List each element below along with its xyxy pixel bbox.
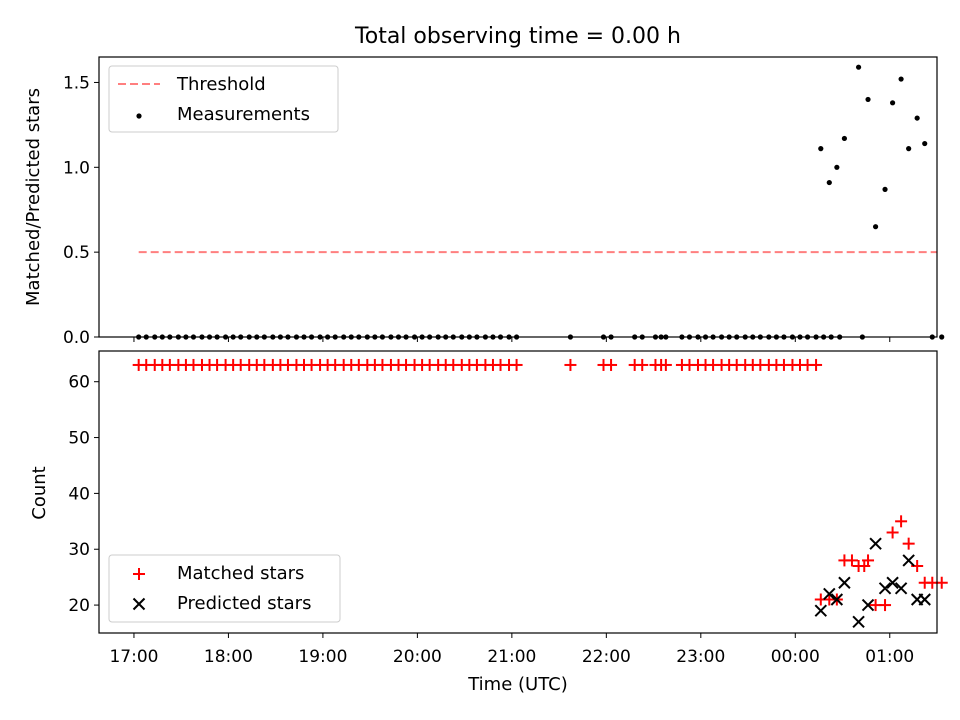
legend-predicted-swatch <box>132 597 146 611</box>
measurement-point <box>889 100 896 106</box>
matched-star-point <box>895 515 908 528</box>
matched-star-point <box>636 358 649 371</box>
y-tick-label: 30 <box>68 540 90 560</box>
matched-star-point <box>886 526 899 539</box>
predicted-star-point <box>918 593 931 606</box>
legend-matched-swatch <box>133 568 145 580</box>
measurement-point <box>922 140 928 147</box>
top-y-axis-label: Matched/Predicted stars <box>23 88 44 306</box>
matched-star-point <box>510 358 523 371</box>
bottom-plot-marks <box>132 358 948 629</box>
marker-stroke <box>878 582 892 595</box>
x-tick-label: 17:00 <box>109 647 158 667</box>
x-axis: 17:00 18:00 19:00 20:00 21:00 22:00 23:00 00:00… <box>109 633 914 667</box>
legend-measurement-label: Measurements <box>177 104 310 125</box>
top-panel: 0.0 0.5 1.0 1.5 Matched/Predicted stars Thr… <box>23 56 945 348</box>
x-tick-label: 22:00 <box>582 647 631 667</box>
predicted-star-point <box>823 587 836 601</box>
predicted-star-point <box>830 593 844 606</box>
y-tick-label: 0.5 <box>63 243 90 263</box>
predicted-star-point <box>878 582 892 595</box>
marker-stroke <box>814 604 828 617</box>
measurement-point <box>898 76 904 82</box>
matched-star-point <box>810 358 823 371</box>
y-tick-label: 50 <box>68 429 90 449</box>
top-legend: Threshold Measurements <box>108 65 339 133</box>
matched-star-point <box>935 576 948 589</box>
legend-box <box>108 554 341 623</box>
marker-stroke <box>852 615 865 629</box>
x-axis-label: Time (UTC) <box>467 674 568 695</box>
predicted-star-point <box>814 604 828 617</box>
y-tick-label: 20 <box>68 596 90 616</box>
x-tick-label: 00:00 <box>771 647 820 667</box>
bottom-y-axis-label: Count <box>29 466 50 519</box>
y-tick-label: 0.0 <box>63 328 90 348</box>
marker-stroke <box>886 576 899 589</box>
measurement-point <box>906 146 912 152</box>
predicted-star-point <box>886 576 899 589</box>
x-tick-label: 20:00 <box>393 647 442 667</box>
matched-star-point <box>862 554 875 567</box>
bottom-y-axis: 20 30 40 50 60 <box>68 373 99 616</box>
marker-stroke <box>869 537 882 550</box>
legend-measurement-swatch <box>136 113 142 119</box>
measurement-point <box>872 224 879 230</box>
marker-stroke <box>861 598 875 612</box>
x-tick-label: 19:00 <box>298 647 347 667</box>
x-tick-label: 21:00 <box>487 647 536 667</box>
measurement-point <box>914 115 920 121</box>
legend-matched-label: Matched stars <box>177 563 304 584</box>
matched-star-point <box>659 358 672 371</box>
measurement-point <box>855 64 862 70</box>
marker-stroke <box>830 593 844 606</box>
measurement-point <box>939 334 945 340</box>
matched-star-point <box>845 554 858 567</box>
predicted-star-point <box>852 615 865 629</box>
matched-star-point <box>605 358 618 371</box>
y-tick-label: 1.5 <box>63 73 90 93</box>
predicted-star-point <box>838 576 851 589</box>
legend-predicted-label: Predicted stars <box>177 593 311 614</box>
legend-box <box>108 65 339 133</box>
predicted-star-point <box>894 582 908 595</box>
legend-threshold-label: Threshold <box>176 74 266 95</box>
marker-stroke <box>902 554 915 567</box>
x-tick-label: 01:00 <box>865 647 914 667</box>
measurement-point <box>882 186 888 192</box>
x-tick-label: 23:00 <box>676 647 725 667</box>
matched-star-point <box>564 358 577 371</box>
predicted-star-point <box>902 554 915 567</box>
measurement-point <box>834 164 840 170</box>
measurement-point <box>818 146 824 152</box>
top-y-axis: 0.0 0.5 1.0 1.5 <box>63 73 891 348</box>
marker-stroke <box>823 587 836 601</box>
measurement-point <box>865 96 871 103</box>
matched-star-point <box>879 599 892 612</box>
predicted-star-point <box>861 598 875 612</box>
predicted-star-point <box>869 537 882 550</box>
top-axes-frame <box>98 56 938 338</box>
x-tick-label: 18:00 <box>204 647 253 667</box>
matched-star-point <box>902 537 915 550</box>
bottom-panel: 20 30 40 50 60 17:00 18:00 19:00 20:00 21:00 22:0… <box>29 350 948 695</box>
bottom-legend: Matched stars Predicted stars <box>108 554 341 623</box>
y-tick-label: 1.0 <box>63 158 90 178</box>
bottom-axes-frame <box>98 350 938 634</box>
marker-stroke <box>132 597 146 611</box>
marker-stroke <box>918 593 931 606</box>
y-tick-label: 60 <box>68 373 90 393</box>
marker-stroke <box>894 582 908 595</box>
measurement-point <box>841 135 848 142</box>
y-tick-label: 40 <box>68 484 90 504</box>
measurement-point <box>826 179 832 186</box>
marker-stroke <box>838 576 851 589</box>
chart-title: Total observing time = 0.00 h <box>354 24 681 49</box>
